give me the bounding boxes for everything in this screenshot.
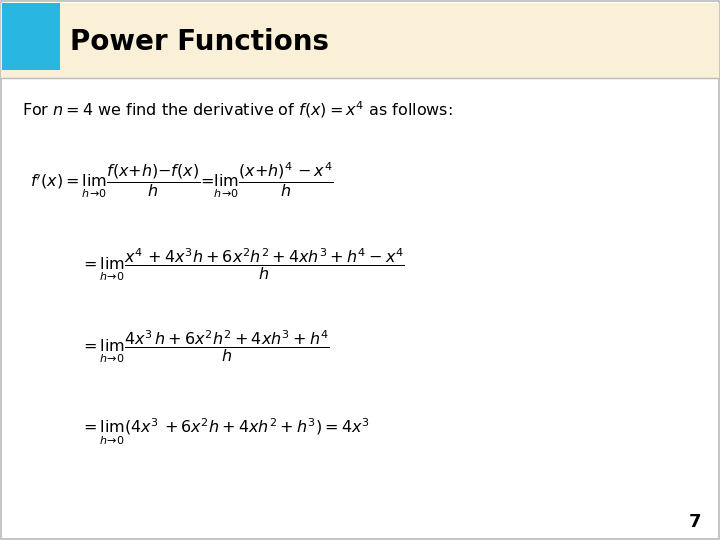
Text: $= \lim_{h\to 0}\dfrac{x^4 + 4x^3h + 6x^2h^2 + 4xh^3 + h^4 - x^4}{h}$: $= \lim_{h\to 0}\dfrac{x^4 + 4x^3h + 6x^… <box>80 246 405 284</box>
Text: Power Functions: Power Functions <box>70 28 329 56</box>
FancyBboxPatch shape <box>1 3 719 78</box>
Text: $f'(x) = \lim_{h\to 0}\dfrac{f(x+h)-f(x)}{h} = \lim_{h\to 0}\dfrac{(x+h)^4 - x^4: $f'(x) = \lim_{h\to 0}\dfrac{f(x+h)-f(x)… <box>30 160 333 200</box>
Text: 7: 7 <box>689 513 701 531</box>
FancyBboxPatch shape <box>2 3 60 70</box>
Text: $= \lim_{h\to 0}\left(4x^3 + 6x^2h + 4xh^2 + h^3\right) = 4x^3$: $= \lim_{h\to 0}\left(4x^3 + 6x^2h + 4xh… <box>80 417 370 447</box>
Text: $= \lim_{h\to 0}\dfrac{4x^3h + 6x^2h^2 + 4xh^3 + h^4}{h}$: $= \lim_{h\to 0}\dfrac{4x^3h + 6x^2h^2 +… <box>80 328 330 366</box>
Text: For $n = 4$ we find the derivative of $f(x) = x^4$ as follows:: For $n = 4$ we find the derivative of $f… <box>22 100 453 120</box>
